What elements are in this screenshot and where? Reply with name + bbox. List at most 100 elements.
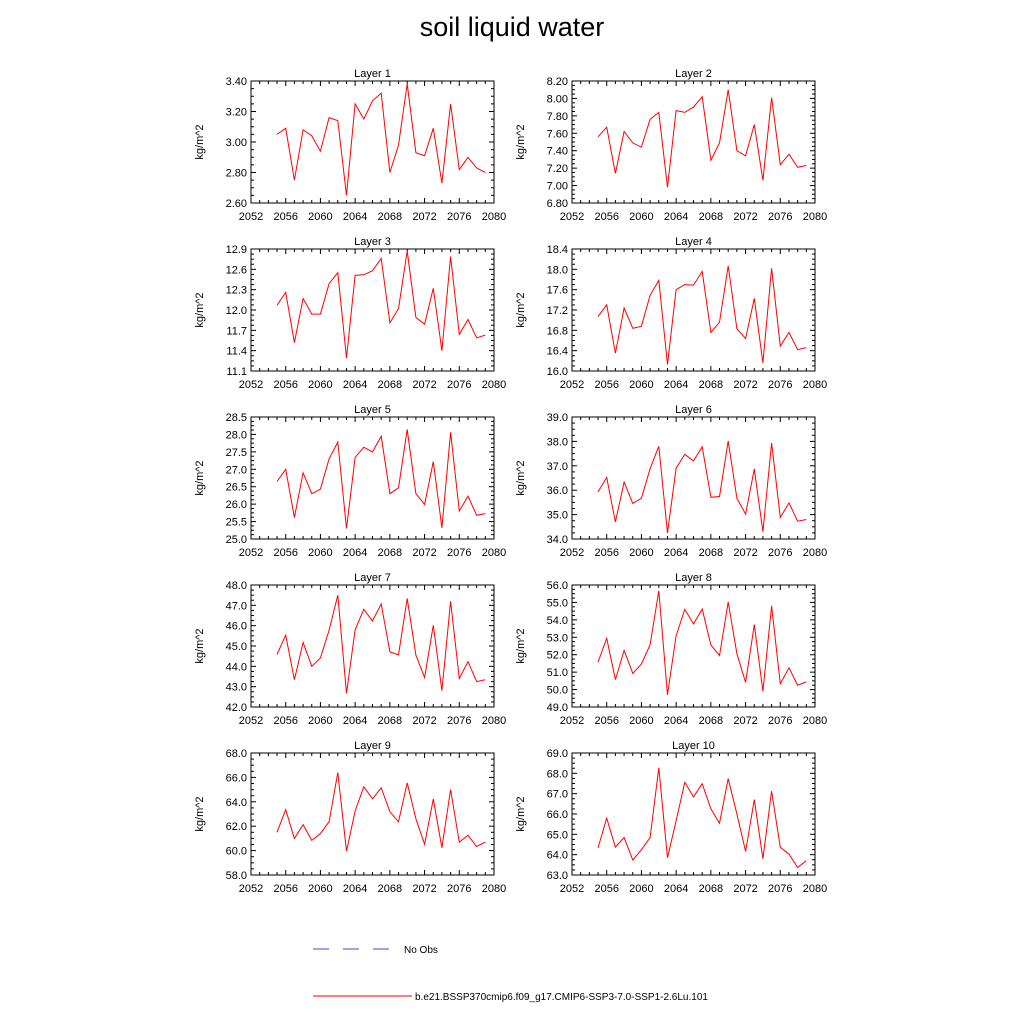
x-tick-label: 2080 xyxy=(482,211,506,223)
x-tick-label: 2060 xyxy=(308,883,332,895)
y-tick-label: 36.0 xyxy=(547,485,568,497)
series-line xyxy=(276,595,486,694)
x-tick-label: 2076 xyxy=(768,715,792,727)
x-tick-label: 2080 xyxy=(482,715,506,727)
plot-frame xyxy=(571,416,816,540)
plot-frame xyxy=(571,248,816,372)
x-tick-label: 2060 xyxy=(629,883,653,895)
y-tick-label: 64.0 xyxy=(547,850,568,862)
y-tick-label: 51.0 xyxy=(547,667,568,679)
x-tick-label: 2064 xyxy=(664,547,688,559)
panel-title: Layer 3 xyxy=(354,236,391,248)
y-tick-label: 39.0 xyxy=(547,412,568,424)
y-tick-label: 26.5 xyxy=(226,482,247,494)
x-tick-label: 2064 xyxy=(343,883,367,895)
chart-layer-8: Layer 8 kg/m^2 49.0 50.0 51.0 52.0 53.0 54.0 55.… xyxy=(515,572,827,727)
y-tick-label: 11.7 xyxy=(226,325,247,337)
y-tick-label: 18.4 xyxy=(547,244,568,256)
y-tick-label: 28.5 xyxy=(226,412,247,424)
y-tick-label: 27.5 xyxy=(226,447,247,459)
y-tick-label: 6.80 xyxy=(547,198,568,210)
chart-layer-7: Layer 7 kg/m^2 42.0 43.0 44.0 45.0 46.0 47.0 48.… xyxy=(194,572,506,727)
y-tick-label: 42.0 xyxy=(226,702,247,714)
chart-layer-2: Layer 2 kg/m^2 6.80 7.00 7.20 7.40 7.60 7.80 8.0… xyxy=(515,68,827,223)
y-tick-label: 16.8 xyxy=(547,325,568,337)
y-tick-label: 11.1 xyxy=(226,366,247,378)
x-tick-label: 2080 xyxy=(803,379,827,391)
y-tick-label: 7.00 xyxy=(547,181,568,193)
x-tick-label: 2076 xyxy=(447,883,471,895)
y-tick-label: 12.3 xyxy=(226,285,247,297)
x-tick-label: 2064 xyxy=(664,379,688,391)
x-tick-label: 2068 xyxy=(378,211,402,223)
x-tick-label: 2060 xyxy=(308,547,332,559)
y-tick-label: 11.4 xyxy=(226,346,247,358)
x-tick-label: 2064 xyxy=(343,211,367,223)
y-tick-label: 27.0 xyxy=(226,464,247,476)
x-tick-label: 2080 xyxy=(482,883,506,895)
x-tick-label: 2056 xyxy=(594,379,618,391)
y-axis-label: kg/m^2 xyxy=(515,460,527,495)
x-tick-label: 2068 xyxy=(378,547,402,559)
x-tick-label: 2072 xyxy=(412,883,436,895)
y-tick-label: 2.80 xyxy=(226,168,247,180)
x-tick-label: 2064 xyxy=(664,715,688,727)
x-tick-label: 2076 xyxy=(447,379,471,391)
y-tick-label: 2.60 xyxy=(226,198,247,210)
y-tick-label: 37.0 xyxy=(547,461,568,473)
y-tick-label: 44.0 xyxy=(226,661,247,673)
y-tick-label: 7.80 xyxy=(547,111,568,123)
y-axis-label: kg/m^2 xyxy=(515,628,527,663)
x-tick-label: 2072 xyxy=(733,715,757,727)
y-axis-label: kg/m^2 xyxy=(515,796,527,831)
x-tick-label: 2080 xyxy=(803,211,827,223)
x-tick-label: 2052 xyxy=(560,883,584,895)
legend-label: No Obs xyxy=(404,945,438,956)
x-tick-label: 2060 xyxy=(308,715,332,727)
x-tick-label: 2064 xyxy=(343,547,367,559)
x-tick-label: 2068 xyxy=(699,379,723,391)
y-tick-label: 65.0 xyxy=(547,829,568,841)
x-tick-label: 2052 xyxy=(560,211,584,223)
y-axis-label: kg/m^2 xyxy=(515,124,527,159)
y-tick-label: 3.40 xyxy=(226,76,247,88)
y-tick-label: 66.0 xyxy=(226,772,247,784)
y-tick-label: 43.0 xyxy=(226,682,247,694)
x-tick-label: 2068 xyxy=(699,211,723,223)
y-tick-label: 7.60 xyxy=(547,128,568,140)
y-tick-label: 60.0 xyxy=(226,846,247,858)
x-tick-label: 2064 xyxy=(664,211,688,223)
x-tick-label: 2072 xyxy=(733,211,757,223)
y-tick-label: 12.0 xyxy=(226,305,247,317)
y-axis-label: kg/m^2 xyxy=(194,124,206,159)
x-tick-label: 2060 xyxy=(629,547,653,559)
x-tick-label: 2056 xyxy=(273,883,297,895)
y-tick-label: 62.0 xyxy=(226,821,247,833)
series-line xyxy=(276,429,486,529)
legend: No Obs b.e21.BSSP370cmip6.f09_g17.CMIP6-S… xyxy=(313,945,708,1003)
y-tick-label: 63.0 xyxy=(547,870,568,882)
series-line xyxy=(597,767,807,869)
x-tick-label: 2052 xyxy=(239,883,263,895)
plot-frame xyxy=(571,80,816,204)
y-tick-label: 67.0 xyxy=(547,789,568,801)
y-tick-label: 66.0 xyxy=(547,809,568,821)
chart-layer-1: Layer 1 kg/m^2 2.60 2.80 3.00 3.20 3.40 2052 205… xyxy=(194,68,506,223)
y-tick-label: 25.5 xyxy=(226,517,247,529)
x-tick-label: 2076 xyxy=(447,547,471,559)
series-line xyxy=(276,83,486,196)
y-tick-label: 58.0 xyxy=(226,870,247,882)
x-tick-label: 2056 xyxy=(594,715,618,727)
y-tick-label: 17.6 xyxy=(547,285,568,297)
x-tick-label: 2068 xyxy=(699,547,723,559)
x-tick-label: 2072 xyxy=(412,715,436,727)
y-tick-label: 18.0 xyxy=(547,264,568,276)
y-tick-label: 7.40 xyxy=(547,146,568,158)
x-tick-label: 2056 xyxy=(273,715,297,727)
y-tick-label: 26.0 xyxy=(226,499,247,511)
x-tick-label: 2076 xyxy=(768,379,792,391)
x-tick-label: 2080 xyxy=(803,715,827,727)
chart-layer-3: Layer 3 kg/m^2 11.1 11.4 11.7 12.0 12.3 12.6 12.… xyxy=(194,236,506,391)
y-tick-label: 49.0 xyxy=(547,702,568,714)
